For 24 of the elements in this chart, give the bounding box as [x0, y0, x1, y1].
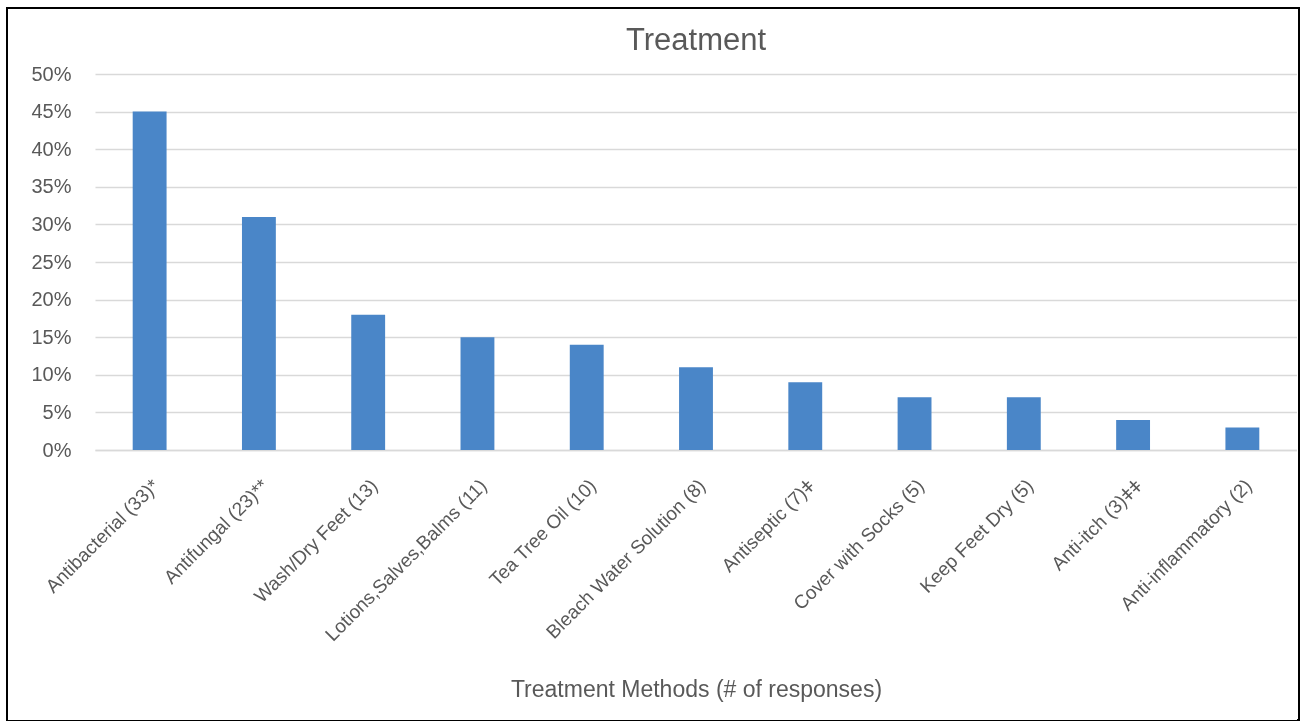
y-tick-label: 40%: [31, 137, 72, 160]
bar: [788, 382, 823, 450]
bar: [679, 367, 713, 450]
bar: [460, 337, 495, 450]
y-tick-label: 45%: [31, 100, 72, 123]
bar: [897, 397, 932, 450]
y-tick-label: 5%: [42, 400, 72, 423]
bar: [132, 111, 167, 450]
bar: [1006, 397, 1041, 450]
bar: [569, 344, 604, 450]
y-tick-label: 35%: [31, 175, 72, 198]
y-tick-label: 15%: [31, 325, 72, 348]
y-tick-label: 10%: [31, 363, 72, 386]
bar: [351, 314, 386, 450]
y-tick-label: 20%: [31, 288, 72, 311]
bar: [1225, 427, 1260, 450]
bar: [241, 216, 276, 450]
y-tick-label: 30%: [31, 212, 72, 235]
chart-title: Treatment: [625, 22, 767, 57]
bar: [1116, 419, 1151, 450]
x-axis-title: Treatment Methods (# of responses): [510, 676, 883, 702]
y-tick-label: 0%: [42, 438, 72, 461]
y-tick-label: 50%: [31, 62, 72, 85]
y-tick-label: 25%: [31, 250, 72, 273]
